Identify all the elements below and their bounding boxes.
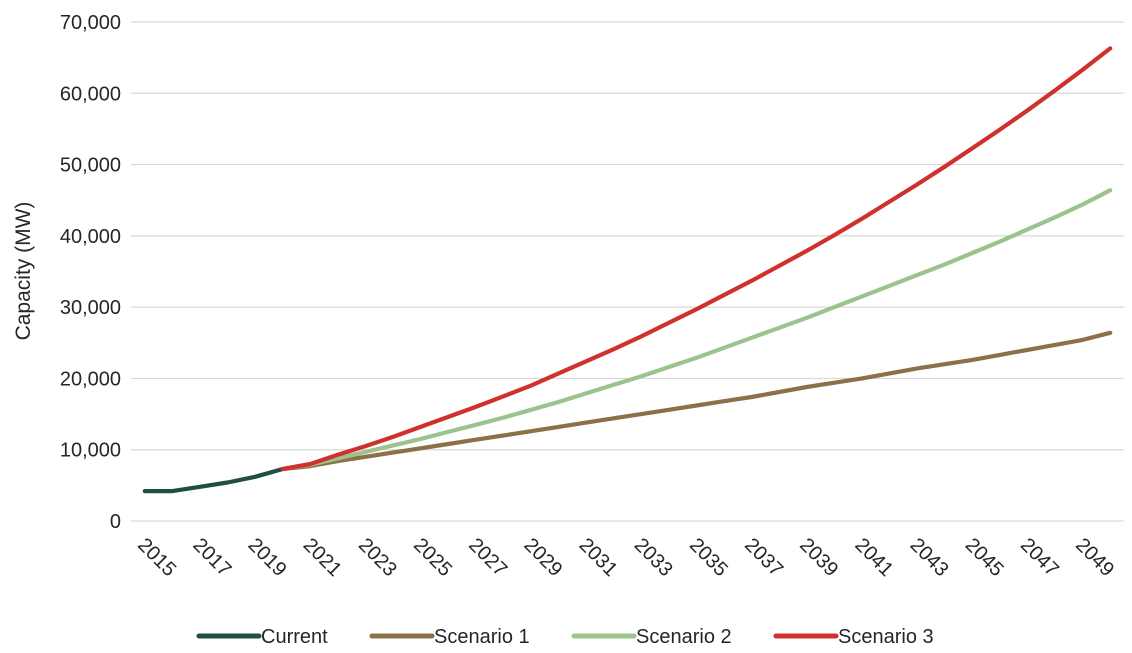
x-tick-label: 2033 bbox=[630, 534, 677, 581]
series-line-current bbox=[142, 466, 285, 494]
y-tick-label: 70,000 bbox=[60, 12, 121, 34]
series-line-scenario-2 bbox=[280, 188, 1113, 472]
y-axis-ticks: 0 10,000 20,000 30,000 40,000 50,000 60,000 70,… bbox=[60, 12, 121, 533]
x-tick-label: 2047 bbox=[1016, 534, 1063, 581]
series-lines bbox=[142, 46, 1113, 494]
gridlines bbox=[131, 21, 1124, 522]
x-tick-label: 2029 bbox=[519, 534, 566, 581]
y-tick-label: 10,000 bbox=[60, 440, 121, 462]
x-tick-label: 2025 bbox=[409, 534, 456, 581]
x-tick-label: 2039 bbox=[795, 534, 842, 581]
y-tick-label: 20,000 bbox=[60, 368, 121, 390]
x-tick-label: 2043 bbox=[906, 534, 953, 581]
x-tick-label: 2041 bbox=[850, 534, 897, 581]
y-tick-label: 50,000 bbox=[60, 155, 121, 177]
x-tick-label: 2015 bbox=[133, 534, 180, 581]
x-tick-label: 2037 bbox=[740, 534, 787, 581]
x-tick-label: 2027 bbox=[464, 534, 511, 581]
y-tick-label: 60,000 bbox=[60, 83, 121, 105]
x-tick-label: 2023 bbox=[354, 534, 401, 581]
y-axis-title: Capacity (MW) bbox=[12, 202, 35, 341]
legend: Current Scenario 1 Scenario 2 Scenario 3 bbox=[196, 626, 934, 648]
y-tick-label: 40,000 bbox=[60, 226, 121, 248]
x-tick-label: 2049 bbox=[1071, 534, 1118, 581]
x-tick-label: 2031 bbox=[575, 534, 622, 581]
x-tick-label: 2021 bbox=[299, 534, 346, 581]
legend-label-scenario-2: Scenario 2 bbox=[636, 626, 732, 648]
x-tick-label: 2017 bbox=[188, 534, 235, 581]
legend-label-scenario-1: Scenario 1 bbox=[434, 626, 530, 648]
y-tick-label: 0 bbox=[110, 511, 121, 533]
x-tick-label: 2035 bbox=[685, 534, 732, 581]
x-axis-ticks: 2015 2017 2019 2021 2023 2025 2027 2029 2031 2033… bbox=[133, 534, 1118, 581]
series-line-scenario-3 bbox=[280, 46, 1113, 472]
x-tick-label: 2045 bbox=[961, 534, 1008, 581]
legend-label-scenario-3: Scenario 3 bbox=[838, 626, 934, 648]
series-line-scenario-1 bbox=[280, 330, 1113, 472]
x-tick-label: 2019 bbox=[244, 534, 291, 581]
y-tick-label: 30,000 bbox=[60, 297, 121, 319]
legend-label-current: Current bbox=[261, 626, 328, 648]
